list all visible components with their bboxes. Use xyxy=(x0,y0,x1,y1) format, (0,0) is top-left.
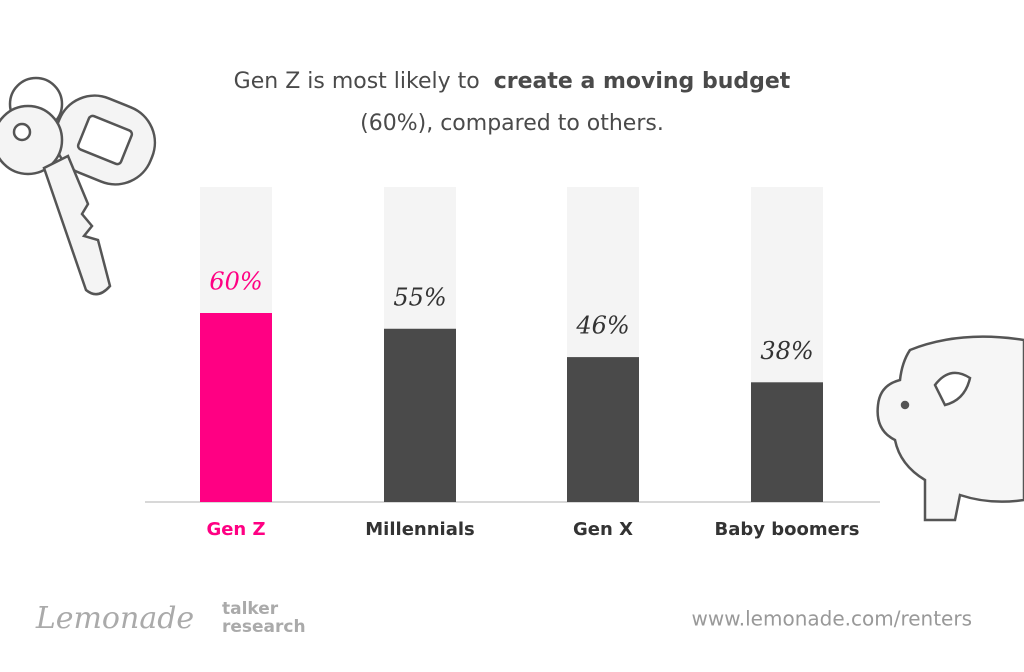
keys-illustration xyxy=(0,76,157,296)
value-label: 46% xyxy=(575,312,629,340)
partner-logo: talker xyxy=(222,599,279,619)
x-tick-label: Millennials xyxy=(365,519,474,540)
bar xyxy=(567,357,639,502)
x-tick-label: Gen Z xyxy=(206,519,265,540)
source-url: www.lemonade.com/renters xyxy=(692,607,972,631)
value-label: 60% xyxy=(209,268,262,296)
bar xyxy=(384,328,456,502)
piggy-bank-illustration xyxy=(876,335,1024,522)
title-part: Gen Z is most likely to xyxy=(234,69,487,94)
brand-logo: Lemonade xyxy=(35,601,194,636)
chart-title: Gen Z is most likely to create a moving … xyxy=(234,69,791,94)
bar xyxy=(751,382,823,502)
chart-subtitle: (60%), compared to others. xyxy=(360,111,664,136)
bar xyxy=(200,313,272,502)
title-emphasis: create a moving budget xyxy=(494,69,791,94)
value-label: 55% xyxy=(393,283,446,311)
value-label: 38% xyxy=(760,337,813,365)
x-tick-label: Baby boomers xyxy=(715,519,860,540)
partner-logo: research xyxy=(222,617,306,637)
x-tick-label: Gen X xyxy=(573,519,633,540)
